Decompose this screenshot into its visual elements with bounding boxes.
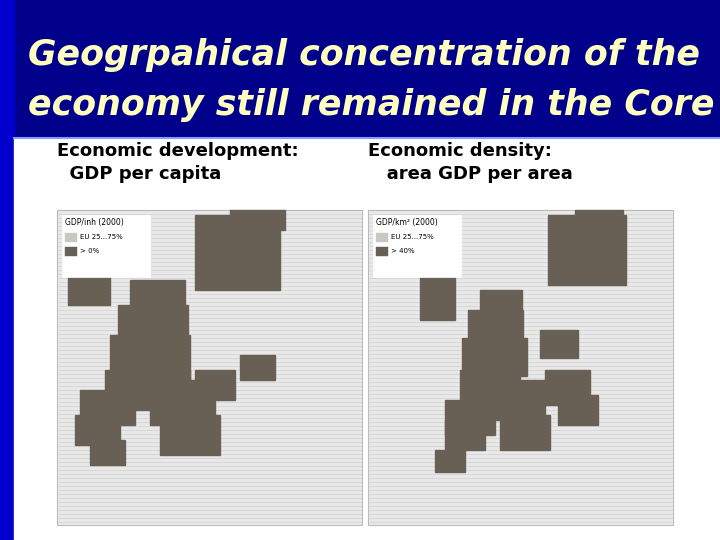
Bar <box>500 415 550 450</box>
Text: Geogrpahical concentration of the: Geogrpahical concentration of the <box>28 38 700 72</box>
Text: area GDP per area: area GDP per area <box>368 165 572 183</box>
Bar <box>460 370 520 408</box>
Bar <box>150 380 215 425</box>
Bar <box>368 210 673 525</box>
Bar <box>368 210 673 525</box>
Bar <box>160 415 220 455</box>
Bar <box>558 395 598 425</box>
Bar <box>57 210 362 525</box>
Bar <box>65 233 77 242</box>
Bar <box>480 290 522 328</box>
Bar <box>195 215 280 290</box>
Bar <box>230 210 285 230</box>
Bar <box>90 440 125 465</box>
Bar <box>195 370 235 400</box>
Bar <box>468 310 523 345</box>
Bar <box>420 275 455 320</box>
Bar <box>376 247 388 256</box>
Text: > 40%: > 40% <box>391 248 415 254</box>
Bar <box>548 215 626 285</box>
Text: Economic density:: Economic density: <box>368 142 552 160</box>
Bar <box>376 233 388 242</box>
Bar <box>373 215 461 277</box>
Bar <box>62 215 150 277</box>
Bar <box>80 390 135 425</box>
Text: GDP per capita: GDP per capita <box>57 165 221 183</box>
Bar <box>105 370 190 410</box>
Bar <box>130 280 185 325</box>
Bar <box>490 380 545 420</box>
Bar <box>75 415 120 445</box>
Text: EU 25...75%: EU 25...75% <box>80 234 122 240</box>
Bar <box>445 400 495 435</box>
Bar <box>110 335 190 380</box>
Text: economy still remained in the Core: economy still remained in the Core <box>28 88 714 122</box>
Bar <box>435 450 465 472</box>
Text: Economic development:: Economic development: <box>57 142 299 160</box>
Bar <box>575 210 623 228</box>
Text: GDP/inh (2000): GDP/inh (2000) <box>65 218 124 227</box>
Bar <box>240 355 275 380</box>
Bar <box>0 0 14 540</box>
Bar <box>14 138 720 540</box>
Bar <box>57 210 362 525</box>
Bar <box>545 370 590 405</box>
Bar <box>65 247 77 256</box>
Text: EU 25...75%: EU 25...75% <box>391 234 433 240</box>
Bar <box>540 330 578 358</box>
Text: > 0%: > 0% <box>80 248 99 254</box>
Bar <box>462 338 527 376</box>
Bar <box>75 230 107 255</box>
Text: GDP/km² (2000): GDP/km² (2000) <box>376 218 438 227</box>
Bar <box>445 420 485 450</box>
Bar <box>118 305 188 345</box>
Bar <box>68 250 110 305</box>
